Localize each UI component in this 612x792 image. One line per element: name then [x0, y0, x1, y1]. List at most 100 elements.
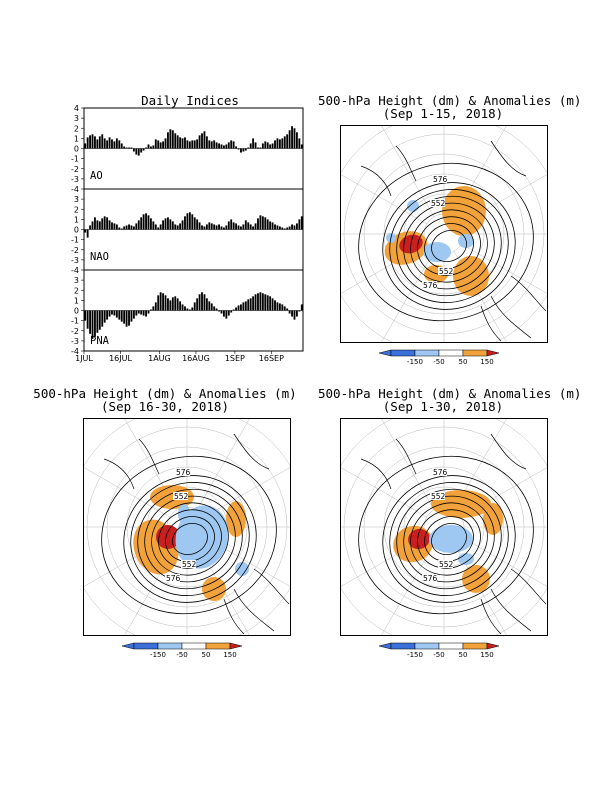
y-tick-label: -2: [71, 327, 79, 336]
contour-line: [389, 189, 509, 303]
bar: [213, 140, 216, 149]
bar: [244, 301, 247, 311]
meridian-line: [461, 536, 547, 587]
colorbar-segment: [462, 642, 488, 650]
contour-label-bg: [438, 560, 453, 568]
y-tick-label: 2: [74, 124, 79, 133]
bar: [193, 302, 196, 311]
bar: [159, 142, 162, 149]
contour-label-bg: [432, 468, 447, 476]
contour-line: [403, 495, 495, 583]
bar: [242, 148, 245, 152]
bar: [201, 292, 203, 311]
height-contours: [358, 162, 534, 322]
meridian-line: [381, 126, 435, 217]
contour-label-bg: [175, 468, 190, 476]
bar: [198, 294, 201, 311]
bar: [230, 310, 233, 313]
contour-label: 552: [182, 560, 197, 569]
bar: [118, 140, 121, 149]
contour-label: 576: [166, 574, 181, 583]
contour-line: [382, 475, 516, 603]
y-tick-label: -3: [71, 337, 79, 346]
meridian-line: [204, 467, 290, 518]
bar: [208, 301, 211, 311]
bar: [193, 140, 196, 149]
bar: [147, 215, 150, 230]
bar: [188, 141, 191, 149]
x-tick-label: 1SEP: [225, 354, 245, 363]
y-tick-label: 0: [74, 145, 79, 154]
y-tick-label: -4: [71, 266, 79, 275]
y-tick-label: -2: [71, 246, 79, 255]
bar: [118, 227, 121, 230]
contour-label: 552: [439, 560, 454, 569]
contour-line: [358, 162, 534, 322]
map1-panel: 576 552 552 576: [340, 125, 548, 343]
bar: [159, 292, 162, 311]
bar: [132, 148, 135, 152]
bar: [213, 306, 216, 311]
bar: [220, 226, 223, 230]
bar: [264, 294, 267, 311]
colorbar-label: 50: [459, 651, 468, 659]
bar: [283, 306, 286, 311]
contour-label: 552: [431, 199, 446, 208]
colorbar-label: -50: [433, 358, 444, 366]
coastline: [360, 140, 547, 342]
contour-label: 576: [423, 281, 438, 290]
colorbar-arrow-low: [121, 642, 135, 650]
bar: [252, 138, 255, 149]
contour-label: 576: [433, 468, 448, 477]
map2-subtitle: (Sep 16-30, 2018): [101, 399, 229, 414]
bar: [203, 294, 206, 311]
bar: [293, 310, 296, 320]
colorbar-arrow-high: [229, 642, 243, 650]
bar: [257, 218, 259, 230]
meridian-line: [84, 467, 170, 518]
daily-indices-title: Daily Indices: [141, 93, 239, 108]
contour-line: [410, 209, 488, 283]
contour-line: [431, 523, 467, 555]
bar: [140, 217, 143, 230]
bar: [232, 309, 235, 311]
height-contours: [358, 455, 534, 615]
bar: [235, 223, 237, 230]
bar: [154, 302, 157, 311]
colorbar-segment: [438, 642, 464, 650]
bar: [266, 142, 269, 149]
bar: [142, 148, 145, 151]
colorbar-segment: [390, 349, 416, 357]
bar: [137, 310, 140, 314]
anomaly-region: [458, 553, 474, 565]
y-tick-label: 3: [74, 114, 79, 123]
bar: [176, 225, 179, 230]
bar: [259, 215, 262, 230]
bar: [291, 310, 293, 317]
bar: [89, 225, 91, 230]
colorbar-segment: [414, 349, 440, 357]
bar: [108, 310, 111, 317]
map2-panel: 576 552 552 576: [83, 418, 291, 636]
bar: [271, 143, 274, 149]
x-tick-label: 16AUG: [182, 354, 210, 363]
bar: [111, 310, 113, 315]
bar: [220, 310, 223, 314]
coastline: [360, 433, 547, 635]
bar: [203, 131, 206, 149]
anomaly-region: [423, 242, 451, 262]
bar: [181, 220, 184, 230]
bar: [286, 308, 289, 311]
bar: [154, 224, 157, 230]
map3-panel: 576 552 552 576: [340, 418, 548, 636]
meridian-line: [196, 419, 250, 510]
bar: [223, 310, 225, 317]
bar: [132, 310, 135, 319]
bar: [142, 310, 145, 316]
y-tick-label: -1: [71, 317, 79, 326]
contour-line: [424, 516, 474, 562]
bar: [101, 218, 104, 230]
meridian-line: [461, 243, 547, 294]
